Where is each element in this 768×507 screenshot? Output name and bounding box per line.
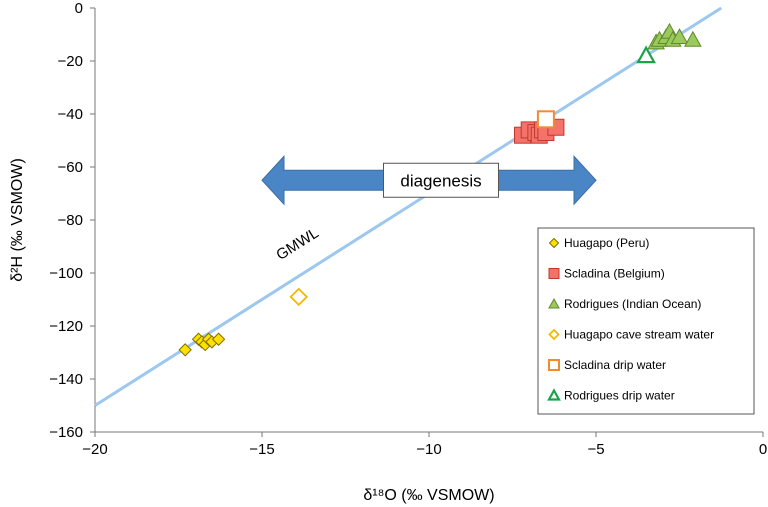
legend-marker	[548, 268, 560, 279]
legend-marker	[548, 328, 560, 341]
legend: Huagapo (Peru) Scladina (Belgium) Rodrigue…	[537, 227, 755, 415]
data-point	[211, 332, 226, 346]
data-point	[536, 110, 555, 129]
y-tick-label: −100	[49, 265, 83, 282]
y-tick-label: −40	[58, 106, 83, 123]
legend-marker	[548, 359, 560, 371]
x-tick-label: 0	[759, 441, 767, 458]
diagenesis-box	[383, 162, 499, 198]
legend-label: Scladina drip water	[564, 358, 666, 372]
diagenesis-annotation: diagenesis	[261, 154, 597, 206]
data-points	[178, 22, 702, 357]
tick-labels: 0−20−40−60−80−100−120−140−160−20 −15 −10 −5…	[49, 0, 767, 458]
legend-label: Huagapo cave stream water	[564, 328, 714, 342]
gmwl-label: GMWL	[273, 225, 322, 264]
legend-label: Huagapo (Peru)	[564, 236, 649, 250]
data-point	[178, 343, 192, 357]
y-tick-label: −60	[58, 159, 83, 176]
y-tick-label: −80	[58, 212, 83, 229]
data-point	[670, 28, 689, 45]
legend-box	[537, 227, 755, 415]
y-axis-title: δ²H (‰ VSMOW)	[9, 158, 26, 282]
y-tick-label: 0	[75, 0, 83, 17]
legend-marker	[547, 388, 561, 401]
legend-marker	[548, 297, 560, 309]
data-point	[636, 45, 656, 64]
data-point	[289, 287, 309, 307]
legend-label: Scladina (Belgium)	[564, 267, 665, 281]
legend-label: Rodrigues drip water	[564, 389, 675, 403]
x-tick-label: −20	[82, 441, 107, 458]
legend-label: Rodrigues (Indian Ocean)	[564, 297, 701, 311]
y-tick-label: −160	[49, 424, 83, 441]
x-tick-label: −10	[416, 441, 441, 458]
diagenesis-label: diagenesis	[400, 171, 481, 190]
x-tick-label: −15	[249, 441, 274, 458]
legend-marker	[548, 237, 560, 249]
y-tick-label: −140	[49, 371, 83, 388]
x-tick-label: −5	[587, 441, 604, 458]
y-tick-label: −120	[49, 318, 83, 335]
data-point	[684, 30, 702, 47]
x-axis-title: δ¹⁸O (‰ VSMOW)	[363, 487, 494, 504]
y-tick-label: −20	[58, 53, 83, 70]
